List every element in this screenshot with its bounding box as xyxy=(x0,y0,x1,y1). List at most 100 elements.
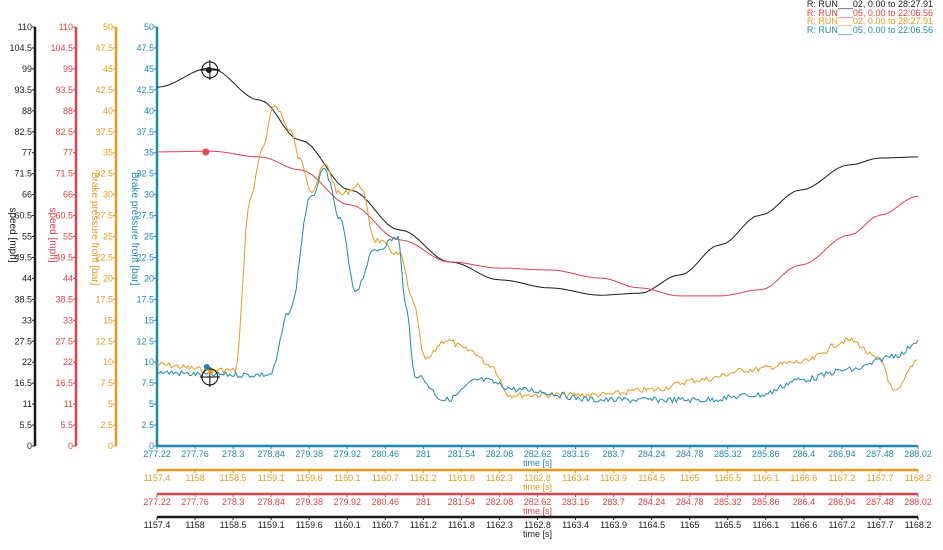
x-axis-title: time [s] xyxy=(523,458,552,468)
y-tick-label: 5.5 xyxy=(19,420,32,430)
y-tick-label: 17.5 xyxy=(95,294,113,304)
x-tick-label: 286.4 xyxy=(793,497,816,507)
x-tick-label: 284.24 xyxy=(638,497,666,507)
x-tick-label: 278.3 xyxy=(222,497,245,507)
y-tick-label: 110 xyxy=(18,22,32,32)
x-tick-label: 280.46 xyxy=(372,497,400,507)
y-tick-label: 50 xyxy=(144,22,154,32)
y-tick-label: 66 xyxy=(22,190,32,200)
x-axis-title: time [s] xyxy=(523,529,552,539)
x-tick-label: 1164.5 xyxy=(638,473,665,483)
y-tick-label: 35 xyxy=(144,148,154,158)
y-tick-label: 38.5 xyxy=(55,294,73,304)
y-tick-label: 22.5 xyxy=(136,252,154,262)
x-tick-label: 1166.6 xyxy=(790,473,817,483)
x-tick-label: 284.24 xyxy=(638,449,666,459)
y-tick-label: 42.5 xyxy=(95,85,113,95)
y-tick-label: 60.5 xyxy=(14,211,32,221)
x-tick-label: 1165 xyxy=(680,520,699,530)
y-tick-label: 20 xyxy=(103,273,113,283)
x-tick-label: 1162.3 xyxy=(486,520,513,530)
y-tick-label: 0 xyxy=(108,441,113,451)
legend-item: R: RUN___05, 0.00 to 22:06.56 xyxy=(806,24,933,35)
y-tick-label: 93.5 xyxy=(14,85,32,95)
x-tick-label: 286.94 xyxy=(828,449,856,459)
cursor-point-orange xyxy=(208,369,214,375)
x-tick-label: 278.84 xyxy=(257,497,285,507)
x-tick-label: 1167.7 xyxy=(867,473,894,483)
x-tick-label: 1161.2 xyxy=(410,520,437,530)
x-tick-label: 1166.6 xyxy=(790,520,817,530)
y-tick-label: 40 xyxy=(103,106,113,116)
x-tick-label: 1165.5 xyxy=(714,473,741,483)
y-tick-label: 50 xyxy=(103,22,113,32)
y-tick-label: 99 xyxy=(63,64,73,74)
x-axis-title: time [s] xyxy=(523,482,552,492)
x-tick-label: 1160.1 xyxy=(334,520,361,530)
y-tick-label: 45 xyxy=(103,64,113,74)
x-tick-label: 279.38 xyxy=(295,497,323,507)
y-tick-label: 16.5 xyxy=(14,378,32,388)
x-tick-label: 288.02 xyxy=(904,449,932,459)
x-tick-label: 283.7 xyxy=(602,497,625,507)
y-tick-label: 17.5 xyxy=(136,294,154,304)
y-tick-label: 5.5 xyxy=(60,420,73,430)
y-tick-label: 22 xyxy=(22,357,32,367)
x-tick-label: 1161.8 xyxy=(448,520,475,530)
x-tick-label: 286.4 xyxy=(793,449,816,459)
y-tick-label: 104.5 xyxy=(9,43,32,53)
y-tick-label: 15 xyxy=(144,315,154,325)
y-tick-label: 22.5 xyxy=(95,252,113,262)
x-tick-label: 287.48 xyxy=(866,497,894,507)
x-tick-label: 1159.6 xyxy=(296,520,323,530)
cursor-point-red xyxy=(202,148,210,156)
y-tick-label: 30 xyxy=(144,190,154,200)
x-tick-label: 1160.7 xyxy=(372,520,399,530)
y-tick-label: 2.5 xyxy=(100,420,113,430)
x-tick-label: 1159.6 xyxy=(296,473,323,483)
y-tick-label: 71.5 xyxy=(14,169,32,179)
y-axis-title: speed [mph] xyxy=(47,207,58,262)
x-tick-label: 1160.1 xyxy=(334,473,361,483)
y-tick-label: 27.5 xyxy=(55,336,73,346)
y-tick-label: 33 xyxy=(22,315,32,325)
x-tick-label: 1166.1 xyxy=(752,473,779,483)
x-tick-label: 277.76 xyxy=(181,497,209,507)
legend-item: R: RUN___05, 0.00 to 22:06.56 xyxy=(806,7,933,18)
x-tick-label: 287.48 xyxy=(866,449,894,459)
y-tick-label: 49.5 xyxy=(55,252,73,262)
x-tick-label: 277.22 xyxy=(143,449,171,459)
x-tick-label: 1159.1 xyxy=(258,473,285,483)
x-tick-label: 1165 xyxy=(680,473,699,483)
x-tick-label: 285.86 xyxy=(752,449,780,459)
y-tick-label: 0 xyxy=(149,441,154,451)
x-tick-label: 1167.2 xyxy=(828,473,855,483)
y-tick-label: 88 xyxy=(22,106,32,116)
y-tick-label: 99 xyxy=(22,64,32,74)
x-tick-label: 1157.4 xyxy=(144,520,171,530)
y-axis-title: Brake pressure front [bar] xyxy=(89,172,100,286)
x-tick-label: 285.32 xyxy=(714,497,742,507)
x-tick-label: 284.78 xyxy=(676,497,704,507)
y-tick-label: 104.5 xyxy=(50,43,73,53)
x-tick-label: 1168.2 xyxy=(905,473,932,483)
y-tick-label: 10 xyxy=(144,357,154,367)
legend-item: R: RUN___02, 0.00 to 28:27.91 xyxy=(806,0,933,9)
x-tick-label: 1163.4 xyxy=(562,473,589,483)
x-tick-label: 1162.8 xyxy=(524,473,551,483)
y-tick-label: 10 xyxy=(103,357,113,367)
y-tick-label: 60.5 xyxy=(55,211,73,221)
cursor-point-black xyxy=(205,67,212,73)
y-tick-label: 45 xyxy=(144,64,154,74)
y-tick-label: 12.5 xyxy=(136,336,154,346)
x-tick-label: 288.02 xyxy=(904,497,932,507)
y-tick-label: 30 xyxy=(103,190,113,200)
series-line-black xyxy=(156,67,919,296)
x-tick-label: 280.46 xyxy=(372,449,400,459)
y-tick-label: 47.5 xyxy=(136,43,154,53)
y-tick-label: 5 xyxy=(149,399,154,409)
x-tick-label: 279.92 xyxy=(333,449,361,459)
y-tick-label: 93.5 xyxy=(55,85,73,95)
x-tick-label: 1168.2 xyxy=(905,520,932,530)
